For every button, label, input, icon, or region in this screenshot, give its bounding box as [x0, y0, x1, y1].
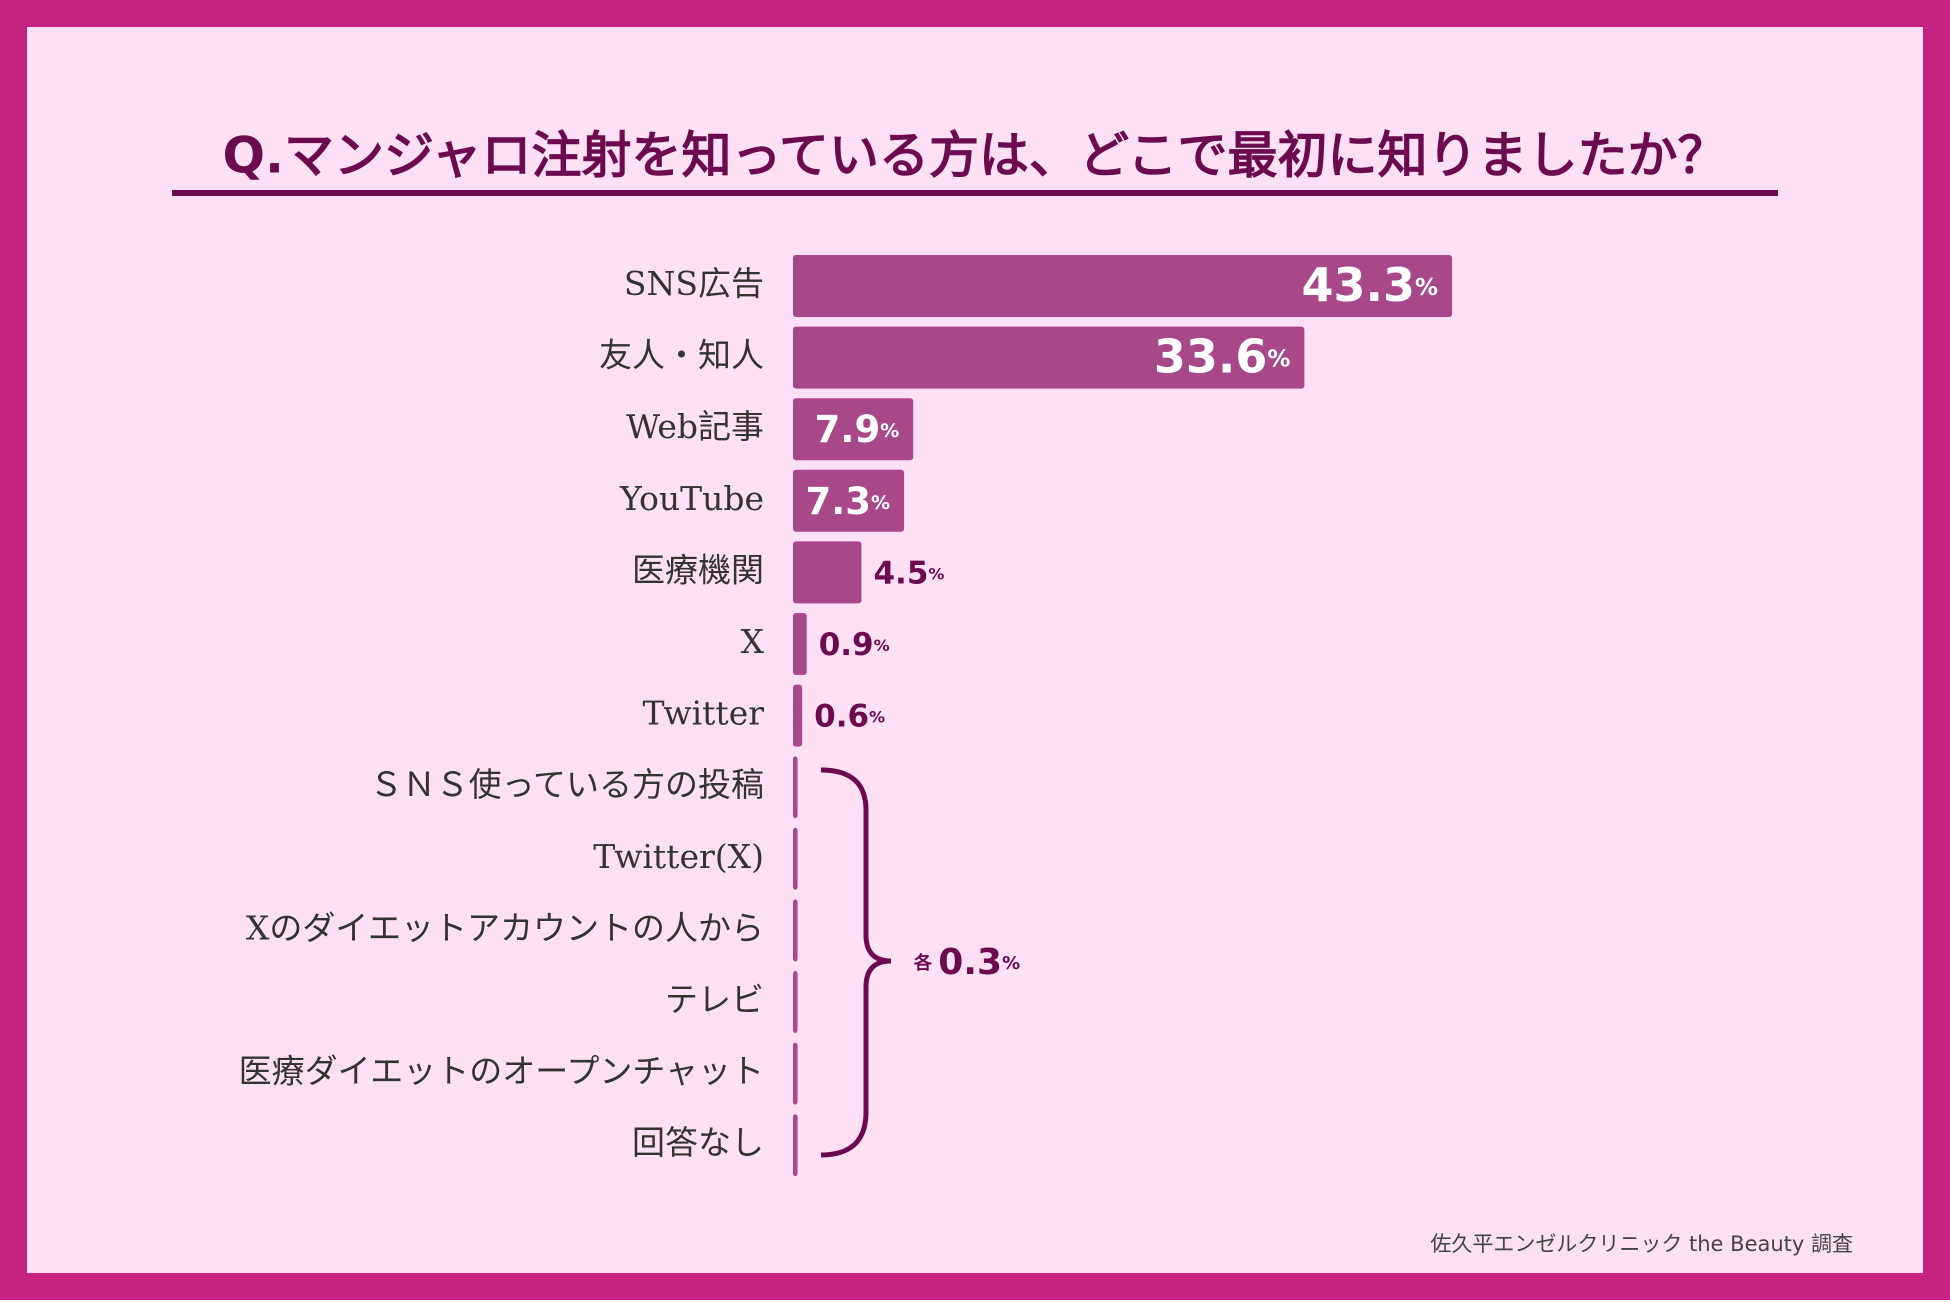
value-label: 33.6% [1154, 329, 1291, 383]
category-label: Web記事 [626, 407, 764, 446]
category-label: ＳＮＳ使っている方の投稿 [370, 765, 764, 804]
bar [793, 756, 798, 819]
bar [793, 469, 905, 532]
category-label: SNS広告 [624, 264, 764, 303]
value-label: 4.5% [873, 555, 944, 591]
bar [793, 541, 862, 604]
category-label: テレビ [665, 980, 764, 1019]
bar [793, 971, 798, 1033]
bar [793, 1114, 798, 1177]
background [27, 27, 1923, 1273]
bar [793, 1042, 798, 1105]
value-label: 7.9% [815, 408, 900, 451]
bar [793, 613, 807, 675]
category-label: 回答なし [632, 1123, 764, 1162]
source: 佐久平エンゼルクリニック the Beauty 調査 [1430, 1232, 1853, 1256]
value-label: 0.6% [814, 698, 885, 734]
bar [793, 899, 798, 962]
group-brace [820, 767, 892, 1158]
category-label: 医療ダイエットのオープンチャット [239, 1052, 764, 1091]
bar [793, 326, 1305, 389]
group-label: 各 0.3% [913, 942, 1020, 983]
category-label: YouTube [619, 479, 764, 518]
category-label: Twitter [643, 694, 765, 733]
category-label: X [741, 622, 765, 661]
value-label: 7.3% [806, 479, 891, 522]
bar [793, 827, 798, 890]
chart-title: Q.マンジャロ注射を知っている方は、どこで最初に知りましたか？ [223, 127, 1728, 185]
value-label: 43.3% [1301, 258, 1438, 312]
value-label: 0.9% [819, 627, 890, 663]
title-underline [172, 190, 1778, 196]
bar [793, 684, 803, 747]
category-label: 友人・知人 [599, 336, 764, 375]
category-label: Xのダイエットアカウントの人から [246, 908, 764, 947]
bar [793, 398, 914, 461]
category-label: Twitter(X) [593, 837, 764, 876]
bar [793, 255, 1453, 317]
category-label: 医療機関 [632, 550, 764, 589]
